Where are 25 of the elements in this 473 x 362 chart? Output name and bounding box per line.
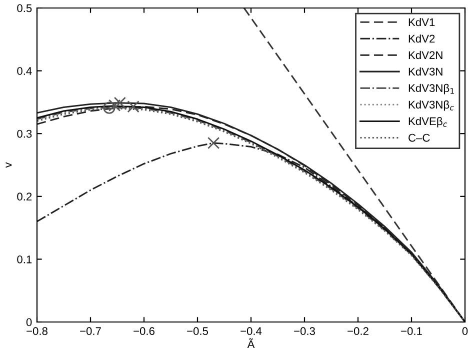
y-tick-label: 0.3: [17, 130, 32, 138]
y-tick-label: 0.1: [17, 255, 32, 264]
legend-label: KdV1: [408, 18, 435, 26]
legend-label: KdV3Nβ$_{1}$: [408, 84, 454, 94]
legend-label: C–C: [408, 134, 430, 142]
y-tick-label: 0: [26, 318, 32, 326]
x-tick-label: −0.3: [294, 327, 315, 336]
legend-label: KdV3N: [408, 67, 442, 76]
x-tick-label: −0.1: [401, 327, 422, 336]
y-axis-title: v: [6, 162, 12, 168]
x-tick-label: 0: [462, 327, 468, 336]
x-axis-title: Ã: [247, 338, 255, 348]
legend-label: KdVEβ$_{c}$: [408, 116, 448, 128]
y-tick-label: 0.4: [17, 67, 32, 75]
legend-label: KdV2: [408, 34, 435, 43]
y-tick-label: 0.5: [17, 4, 32, 12]
x-tick-label: −0.5: [187, 327, 208, 336]
x-tick-label: −0.6: [134, 327, 154, 336]
y-tick-label: 0.2: [17, 192, 32, 201]
x-tick-label: −0.8: [26, 327, 48, 336]
legend-label: KdV3Nβ$_{c}$: [408, 100, 454, 111]
legend-label: KdV2N: [408, 50, 442, 60]
x-tick-label: −0.4: [240, 327, 262, 336]
x-tick-label: −0.7: [80, 327, 101, 336]
x-tick-label: −0.2: [348, 327, 368, 336]
